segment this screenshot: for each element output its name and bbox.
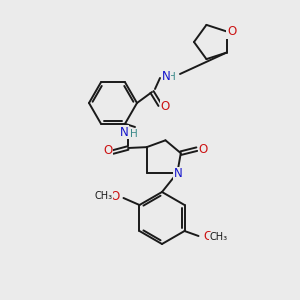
Text: N: N	[120, 125, 128, 139]
Text: H: H	[130, 129, 138, 139]
Text: N: N	[162, 70, 170, 83]
Text: O: O	[203, 230, 213, 244]
Text: O: O	[198, 143, 207, 156]
Text: O: O	[227, 25, 236, 38]
Text: O: O	[110, 190, 119, 202]
Text: H: H	[168, 72, 176, 82]
Text: CH₃: CH₃	[94, 191, 112, 201]
Text: O: O	[160, 100, 169, 113]
Text: N: N	[174, 167, 183, 180]
Text: CH₃: CH₃	[209, 232, 228, 242]
Text: O: O	[103, 145, 112, 158]
